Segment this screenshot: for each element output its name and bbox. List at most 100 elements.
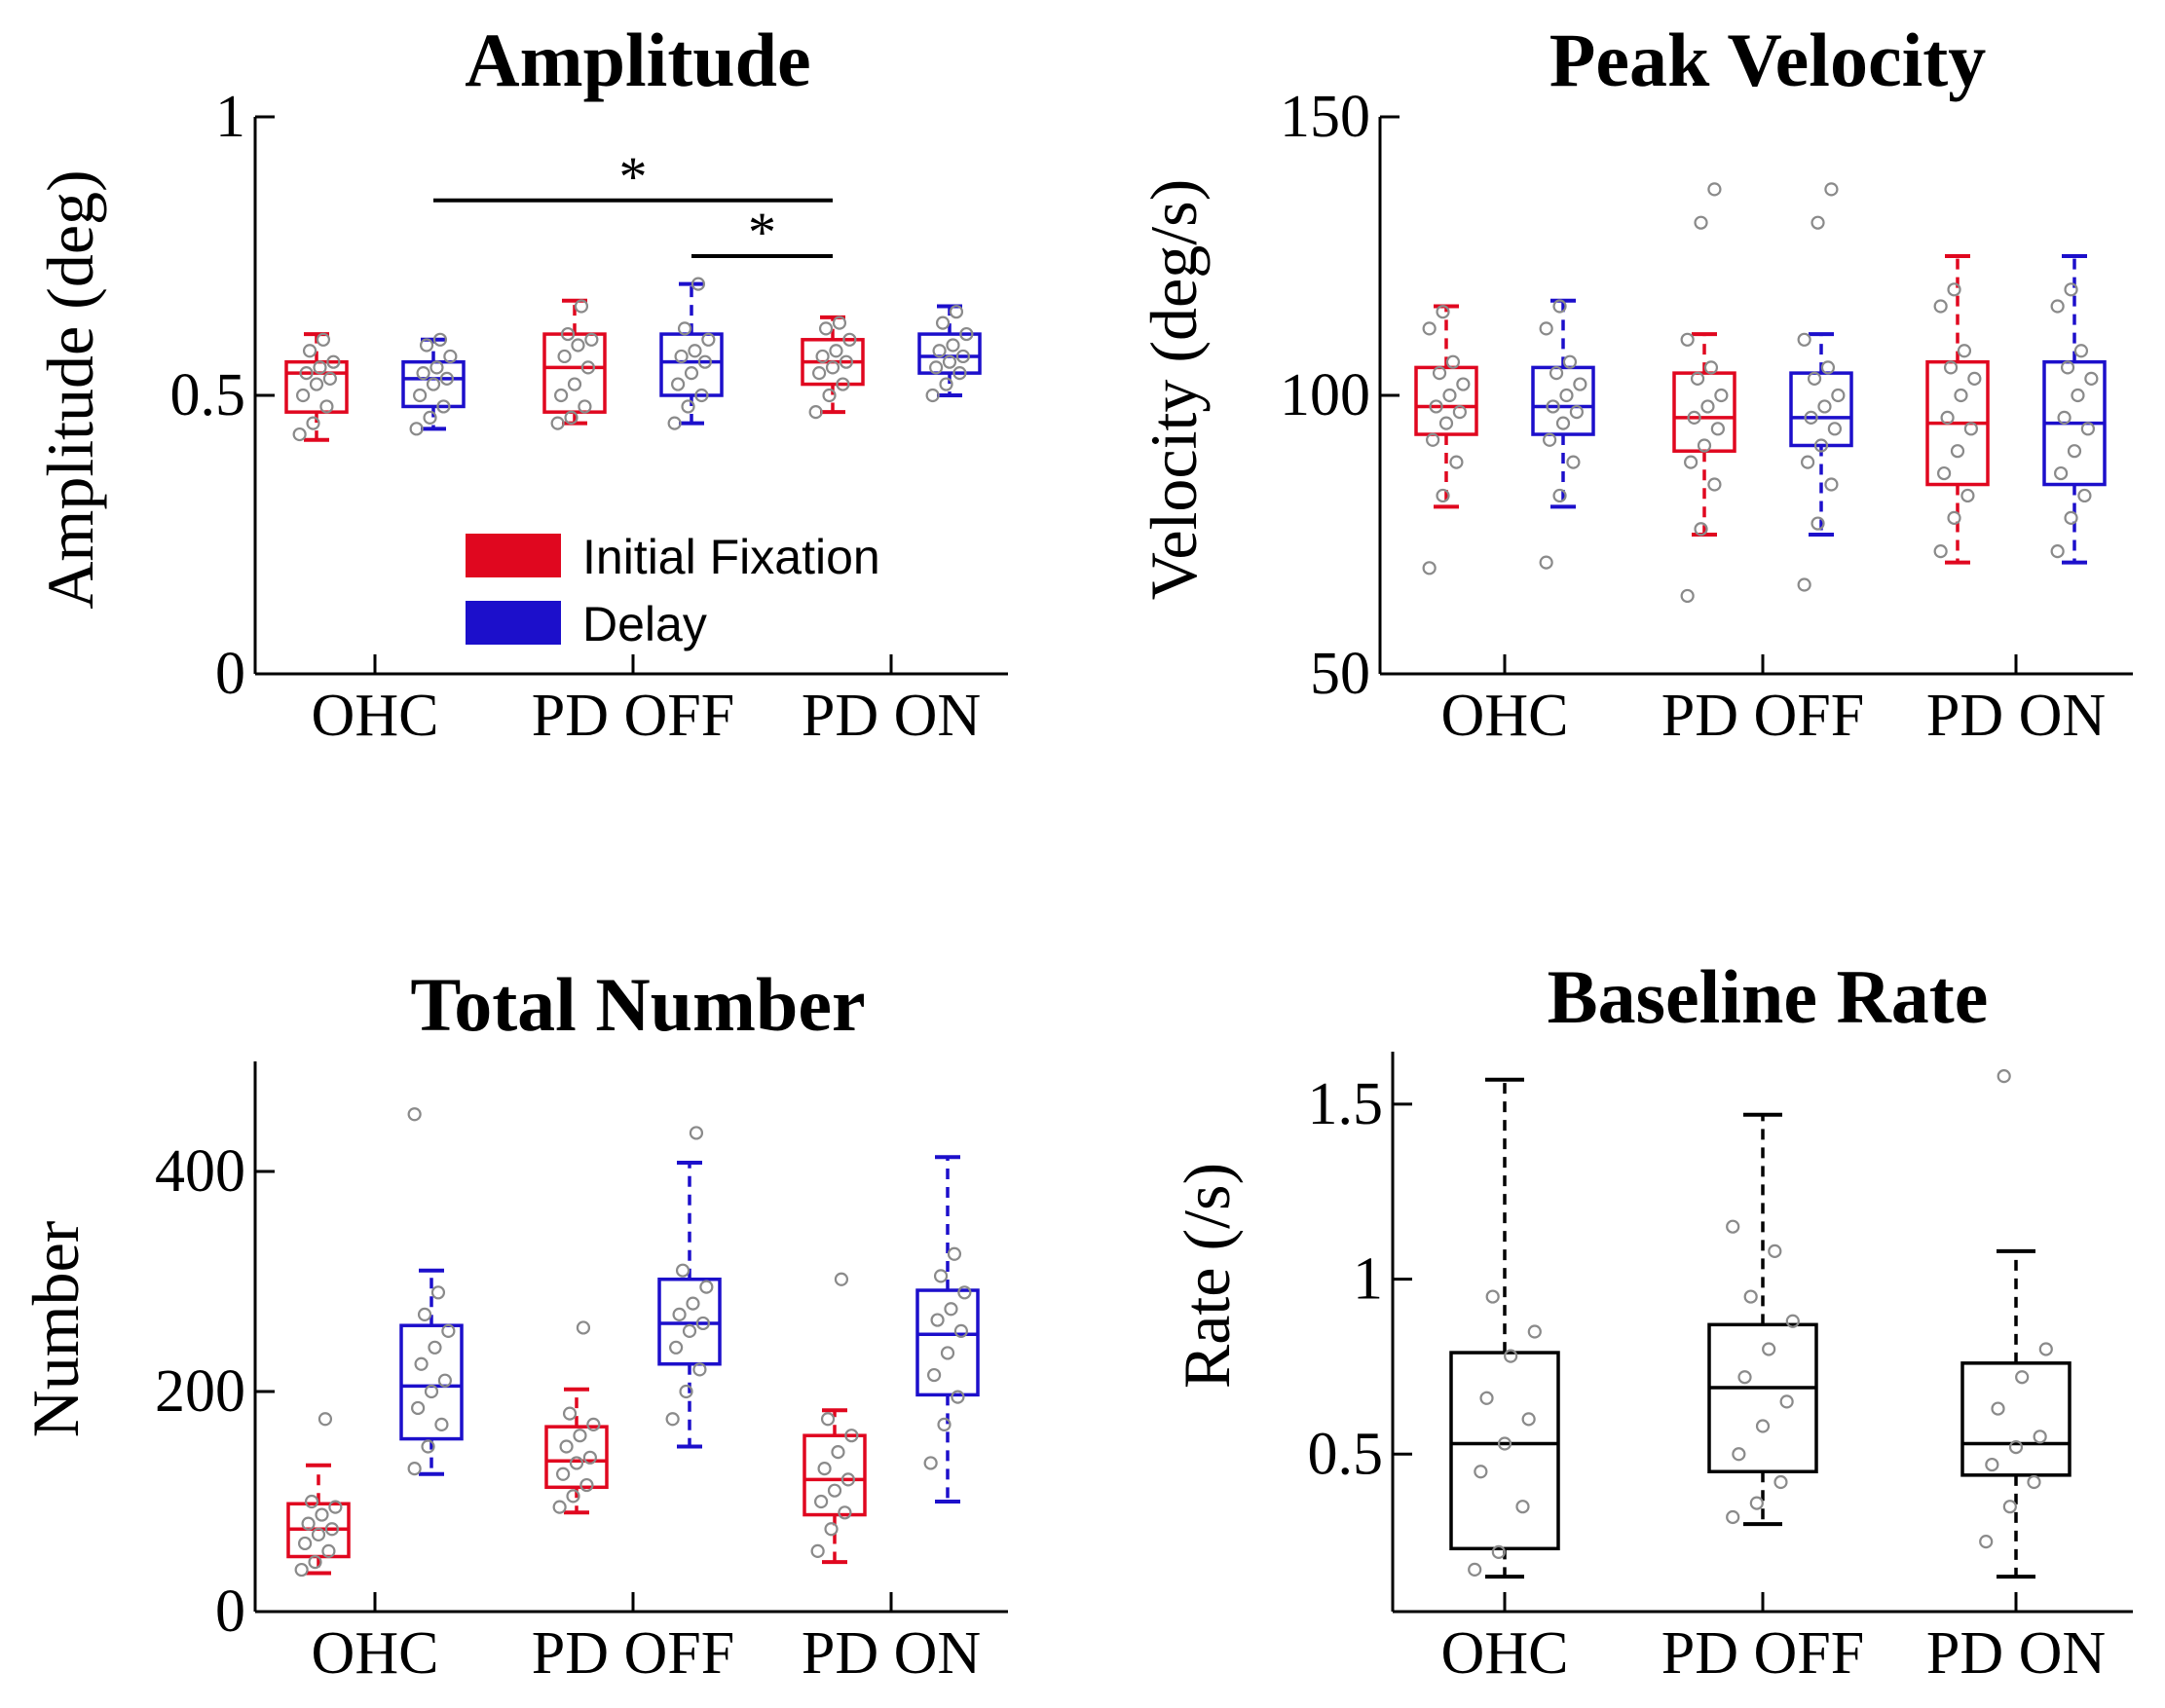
amplitude-pd-on-initial-fixation-point <box>808 405 823 420</box>
total-number-pd-off-initial-fixation-point <box>573 1429 587 1443</box>
amplitude-pd-on-delay-point <box>925 388 940 403</box>
amplitude-pd-off-initial-fixation-point <box>550 416 565 430</box>
total-number-ohc-delay-point <box>414 1356 429 1371</box>
baseline-rate-pd-off-baseline-point <box>1773 1474 1788 1490</box>
baseline-rate-marks: 0.5 1 1.5 OHC PD OFF PD ON <box>1308 1052 2133 1687</box>
total-number-ohc-delay-point <box>424 1384 439 1399</box>
amplitude-ohc-delay-point <box>426 377 441 391</box>
amplitude-ohc-delay-point <box>416 366 430 381</box>
baseline-rate-pd-on-baseline-point <box>2015 1370 2030 1385</box>
amplitude-ohc-initial-fixation-point <box>292 427 307 442</box>
total-number-ohc-initial-fixation-point <box>308 1555 322 1570</box>
peak-velocity-pd-on-initial-fixation-point <box>1937 465 1952 481</box>
amplitude-pd-off-initial-fixation-point <box>554 388 569 403</box>
amplitude-pd-on-delay-point <box>935 316 951 330</box>
amplitude-significance-star: * <box>619 145 648 208</box>
total-number-ohc-initial-fixation-point <box>328 1500 343 1514</box>
panel-total-number: Total Number Number 0 200 400 OHC PD OFF PD O… <box>19 962 1008 1687</box>
total-number-ohc-initial-fixation-point <box>317 1412 333 1427</box>
total-number-x-tick-label: PD OFF <box>532 1620 735 1687</box>
baseline-rate-ohc-baseline-point <box>1521 1412 1536 1427</box>
total-number-pd-off-delay-point <box>675 1263 691 1278</box>
amplitude-pd-off-initial-fixation-point <box>580 360 595 375</box>
peak-velocity-ohc-delay-point <box>1559 388 1574 403</box>
peak-velocity-pd-on-initial-fixation-point <box>1943 360 1959 375</box>
total-number-pd-on-initial-fixation-point <box>844 1429 859 1443</box>
amplitude-pd-off-delay-point <box>688 344 702 358</box>
total-number-ohc-delay-point <box>421 1439 435 1454</box>
baseline-rate-pd-on-baseline-point <box>2038 1342 2053 1356</box>
amplitude-ohc-delay-point <box>429 360 444 375</box>
total-number-y-tick-label: 0 <box>215 1578 245 1645</box>
peak-velocity-pd-off-delay-point <box>1824 182 1839 197</box>
amplitude-pd-on-delay-point <box>929 360 944 375</box>
peak-velocity-ohc-initial-fixation-point <box>1452 405 1467 420</box>
total-number-ohc-initial-fixation-point <box>301 1516 316 1531</box>
total-number-ohc-delay-point <box>411 1400 426 1416</box>
total-number-pd-on-initial-fixation-point <box>827 1483 842 1498</box>
total-number-pd-on-delay-box <box>915 1288 980 1397</box>
peak-velocity-ohc-initial-fixation-point <box>1436 305 1450 319</box>
peak-velocity-ohc-delay-point <box>1539 555 1553 570</box>
amplitude-pd-off-delay-point <box>694 388 709 403</box>
total-number-x-tick-label: OHC <box>312 1620 439 1687</box>
panel-peak-velocity: Peak Velocity Velocity (deg/s) 50 100 150 O… <box>1137 18 2133 749</box>
peak-velocity-pd-off-delay-point <box>1797 577 1811 592</box>
total-number-pd-on-delay-point <box>930 1313 945 1327</box>
panel-baseline-rate: Baseline Rate Rate (/s) 0.5 1 1.5 OHC PD OFF… <box>1170 954 2133 1687</box>
amplitude-pd-off-initial-fixation-point <box>567 377 582 391</box>
amplitude-ohc-initial-fixation-point <box>326 354 341 369</box>
baseline-rate-x-tick-label: PD ON <box>1926 1620 2106 1687</box>
legend: Initial Fixation Delay <box>466 530 880 651</box>
total-number-pd-off-delay-point <box>682 1323 697 1338</box>
peak-velocity-pd-on-delay-point <box>2067 444 2082 459</box>
total-number-pd-off-delay-point <box>665 1412 680 1427</box>
peak-velocity-pd-off-delay-point <box>1810 215 1825 230</box>
amplitude-pd-on-initial-fixation-point <box>836 377 850 391</box>
amplitude-ohc-initial-fixation-point <box>306 416 320 430</box>
peak-velocity-title: Peak Velocity <box>1549 18 1986 102</box>
peak-velocity-pd-off-delay-point <box>1817 399 1832 414</box>
peak-velocity-ohc-delay-point <box>1555 416 1571 430</box>
amplitude-ohc-initial-fixation-point <box>299 366 314 381</box>
total-number-pd-on-initial-fixation-point <box>820 1412 836 1427</box>
baseline-rate-pd-on-baseline-box <box>1960 1361 2072 1477</box>
total-number-pd-on-delay-point <box>957 1285 972 1300</box>
amplitude-ohc-initial-fixation-point <box>296 388 311 403</box>
baseline-rate-pd-on-baseline-point <box>1979 1535 1994 1549</box>
total-number-pd-on-delay-point <box>937 1417 952 1432</box>
amplitude-ohc-initial-fixation-point <box>319 399 334 414</box>
total-number-title: Total Number <box>410 962 865 1047</box>
total-number-pd-off-initial-fixation-point <box>566 1489 580 1504</box>
total-number-pd-off-initial-fixation-point <box>552 1500 567 1514</box>
peak-velocity-pd-on-delay-point <box>2073 344 2089 358</box>
peak-velocity-ohc-delay-point <box>1549 366 1564 381</box>
total-number-ohc-initial-fixation-point <box>315 1507 329 1522</box>
amplitude-ohc-delay-point <box>439 371 454 386</box>
peak-velocity-pd-off-delay-point <box>1827 422 1842 436</box>
total-number-pd-on-initial-fixation-point <box>814 1494 829 1509</box>
amplitude-pd-off-initial-fixation-point <box>571 338 585 353</box>
amplitude-significance-star: * <box>748 201 776 264</box>
peak-velocity-pd-on-initial-fixation-point <box>1947 510 1961 525</box>
total-number-ohc-initial-fixation-point <box>311 1527 326 1542</box>
amplitude-pd-off-delay-box <box>659 332 724 397</box>
total-number-pd-on-initial-fixation-point <box>838 1505 852 1520</box>
peak-velocity-pd-on-delay-point <box>2060 360 2075 375</box>
total-number-ohc-delay-box <box>399 1323 464 1441</box>
total-number-pd-off-initial-fixation-point <box>569 1456 584 1470</box>
peak-velocity-pd-on-initial-fixation-point <box>1963 422 1978 436</box>
total-number-pd-off-delay-point <box>686 1296 700 1311</box>
peak-velocity-ohc-initial-fixation-point <box>1426 432 1440 447</box>
total-number-pd-on-initial-fixation-point <box>824 1522 839 1537</box>
baseline-rate-pd-off-baseline-point <box>1779 1394 1794 1409</box>
peak-velocity-pd-off-initial-fixation-point <box>1680 588 1695 604</box>
peak-velocity-y-tick-label: 150 <box>1280 84 1370 150</box>
peak-velocity-pd-off-initial-fixation-point <box>1684 455 1698 469</box>
amplitude-ohc-initial-fixation-point <box>316 332 331 347</box>
amplitude-ohc-delay-point <box>413 388 428 403</box>
baseline-rate-ohc-baseline-box <box>1449 1351 1560 1551</box>
peak-velocity-pd-off-initial-fixation-point <box>1687 410 1701 425</box>
total-number-ohc-initial-fixation-point <box>321 1543 336 1558</box>
